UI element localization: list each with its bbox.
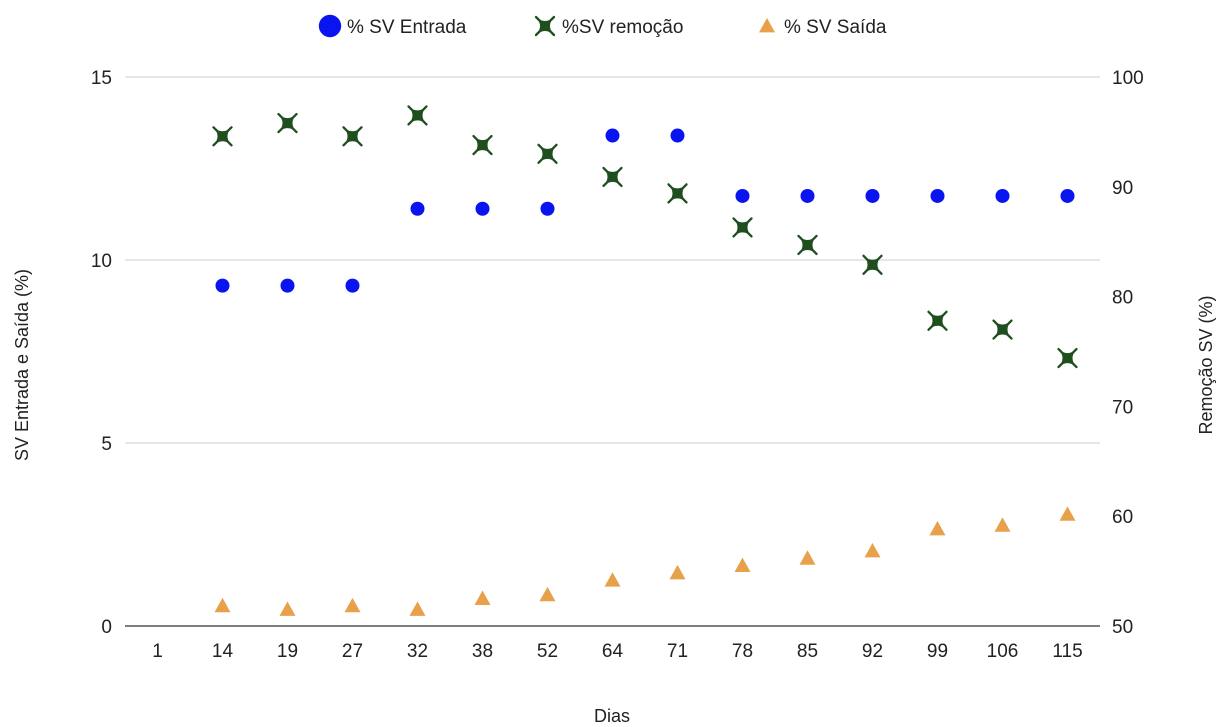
x-axis-ticks: 1 14 19 27 32 38 52 64 71 78 85 92 99 106 115 [152, 641, 1082, 662]
remocao-point [667, 183, 688, 204]
y2-axis-ticks: 50 60 70 80 90 100 [1112, 68, 1144, 638]
saida-point [994, 517, 1011, 532]
legend-label: %SV remoção [562, 17, 683, 38]
y2-tick-label: 60 [1112, 507, 1133, 528]
entrada-point [865, 188, 880, 203]
x-axis-label: Dias [594, 706, 630, 726]
entrada-point [410, 201, 425, 216]
saida-point [409, 601, 426, 616]
y2-axis-label: Remoção SV (%) [1196, 295, 1216, 434]
remocao-point [407, 105, 428, 126]
entrada-point [995, 188, 1010, 203]
y2-tick-label: 100 [1112, 68, 1144, 89]
saida-point [214, 597, 231, 613]
remocao-point [537, 143, 558, 165]
x-tick-label: 71 [667, 641, 688, 662]
remocao-point [212, 126, 233, 147]
legend: % SV Entrada %SV remoção % SV Saída [318, 14, 887, 38]
remocao-point [862, 254, 883, 275]
x-tick-label: 32 [407, 641, 428, 662]
saida-point [474, 590, 491, 605]
remocao-point [277, 112, 298, 134]
saida-point [799, 550, 816, 565]
y-axis-ticks: 0 5 10 15 [91, 68, 112, 638]
remocao-point [797, 234, 818, 256]
remocao-point [472, 134, 493, 156]
x-tick-label: 78 [732, 641, 753, 662]
x-tick-label: 99 [927, 641, 948, 662]
x-tick-label: 106 [987, 641, 1019, 662]
x-tick-label: 38 [472, 641, 493, 662]
y-tick-label: 15 [91, 68, 112, 89]
x-tick-label: 14 [212, 641, 234, 662]
x-tick-label: 52 [537, 641, 558, 662]
entrada-point [930, 188, 945, 203]
remocao-point [732, 217, 753, 238]
legend-marker [318, 14, 342, 38]
y2-tick-label: 90 [1112, 178, 1133, 199]
entrada-point [540, 201, 555, 216]
remocao-point [927, 310, 948, 331]
x-tick-label: 27 [342, 641, 363, 662]
remocao-point [992, 319, 1013, 340]
saida-point [344, 597, 361, 613]
saida-point [539, 586, 556, 602]
y2-tick-label: 50 [1112, 617, 1133, 638]
gridlines [125, 76, 1100, 627]
entrada-point [670, 128, 685, 143]
saida-point [864, 542, 881, 558]
y2-tick-label: 80 [1112, 288, 1133, 309]
saida-point [279, 601, 296, 616]
legend-marker [534, 15, 556, 37]
legend-label: % SV Saída [784, 17, 887, 38]
saida-point [604, 572, 621, 587]
x-tick-label: 92 [862, 641, 883, 662]
x-tick-label: 1 [152, 641, 163, 662]
y-tick-label: 5 [101, 434, 112, 455]
saida-point [734, 557, 751, 573]
data-marks [212, 105, 1078, 616]
entrada-point [475, 201, 490, 216]
x-tick-label: 64 [602, 641, 624, 662]
y-tick-label: 0 [101, 617, 112, 638]
entrada-point [1060, 188, 1075, 203]
y-axis-label: SV Entrada e Saída (%) [12, 269, 32, 461]
entrada-point [605, 128, 620, 143]
legend-marker [759, 18, 775, 33]
entrada-point [280, 278, 295, 293]
y2-tick-label: 70 [1112, 397, 1133, 418]
y-tick-label: 10 [91, 251, 112, 272]
legend-label: % SV Entrada [347, 17, 467, 38]
remocao-point [342, 126, 363, 147]
entrada-point [735, 188, 750, 203]
entrada-point [345, 278, 360, 293]
x-tick-label: 85 [797, 641, 818, 662]
x-tick-label: 19 [277, 641, 298, 662]
remocao-point [602, 166, 623, 188]
saida-point [929, 521, 946, 536]
saida-point [1059, 506, 1076, 521]
x-tick-label: 115 [1052, 641, 1082, 662]
entrada-point [215, 278, 230, 293]
saida-point [669, 564, 686, 580]
remocao-point [1057, 347, 1078, 369]
entrada-point [800, 188, 815, 203]
